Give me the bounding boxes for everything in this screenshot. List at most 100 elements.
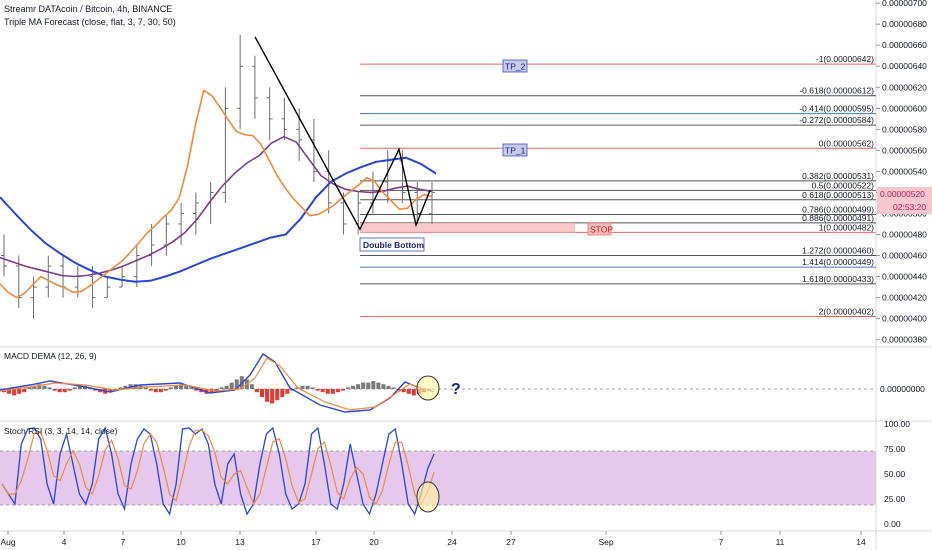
macd-histogram-bar	[285, 389, 290, 394]
stop-label[interactable]: STOP	[587, 222, 613, 236]
price-axis-tick: 0.00000600	[882, 103, 927, 113]
macd-histogram-bar	[356, 384, 361, 389]
macd-signal-line	[0, 357, 435, 411]
fib-level-label: -0.414(0.00000595)	[799, 104, 874, 114]
price-axis-tick: 0.00000680	[882, 19, 927, 29]
price-axis-tick: 0.00000540	[882, 166, 927, 176]
stoch-highlight-circle	[416, 481, 440, 513]
time-axis-tick: 20	[369, 537, 379, 547]
price-axis-tick: 0.00000620	[882, 82, 927, 92]
price-axis-tick: 0.00000580	[882, 124, 927, 134]
macd-histogram-bar	[260, 389, 265, 397]
tp2-label[interactable]: TP_2	[502, 59, 528, 73]
time-axis-tick: Sep	[598, 537, 613, 547]
macd-histogram-bar	[401, 389, 406, 393]
fib-level-label: 1.618(0.00000433)	[802, 274, 874, 284]
macd-histogram-bar	[406, 389, 411, 394]
svg-text:02:53:20: 02:53:20	[893, 202, 926, 212]
macd-histogram-bar	[189, 387, 194, 389]
price-bar	[251, 55, 258, 119]
price-bar	[163, 213, 170, 256]
macd-histogram-bar	[386, 385, 391, 389]
double-bottom-label[interactable]: Double Bottom	[359, 237, 425, 252]
stoch-title: Stoch RSI (3, 3, 14, 14, close)	[4, 426, 118, 436]
macd-histogram-bar	[219, 387, 224, 389]
macd-histogram-bar	[249, 384, 254, 389]
macd-histogram-bar	[174, 385, 179, 389]
macd-histogram-bar	[229, 382, 234, 389]
macd-histogram-bar	[335, 389, 340, 393]
macd-histogram-bar	[214, 389, 219, 391]
price-bar	[266, 87, 273, 140]
fib-level-label: -0.618(0.00000612)	[799, 86, 874, 96]
macd-histogram-bar	[7, 389, 12, 394]
price-bar	[192, 192, 199, 235]
time-axis-tick: 7	[719, 537, 724, 547]
macd-histogram-bar	[168, 387, 173, 389]
macd-histogram-bar	[179, 384, 184, 389]
macd-histogram-bar	[391, 387, 396, 389]
macd-histogram-bar	[108, 389, 113, 393]
stoch-d-line	[1, 429, 435, 506]
stoch-k-line	[1, 426, 435, 516]
price-axis-tick: 0.00000660	[882, 40, 927, 50]
price-axis-tick: 0.00000560	[882, 145, 927, 155]
fib-level-label: 0.786(0.00000499)	[802, 205, 874, 215]
macd-histogram-bar	[254, 389, 259, 393]
price-axis-tick: 0.00000440	[882, 272, 927, 282]
time-axis-tick: 24	[447, 537, 457, 547]
double-bottom-path	[254, 36, 431, 231]
stoch-rsi-pane: 100.00 75.00 50.00 25.00 0.00	[1, 419, 910, 529]
indicator-title: Triple MA Forecast (close, flat, 3, 7, 3…	[4, 17, 176, 27]
price-axis-tick: 0.00000640	[882, 61, 927, 71]
price-axis-tick: 0.00000700	[882, 0, 927, 8]
macd-histogram-bar	[305, 385, 310, 389]
fib-level-label: -1(0.00000642)	[816, 54, 874, 64]
svg-text:TP_2: TP_2	[505, 62, 526, 72]
tp1-label[interactable]: TP_1	[502, 143, 528, 157]
macd-histogram-bar	[270, 389, 275, 404]
macd-histogram-bar	[376, 382, 381, 389]
svg-text:Double Bottom: Double Bottom	[363, 240, 424, 250]
time-axis-tick: 27	[506, 537, 516, 547]
fib-level-label: 1.272(0.00000460)	[802, 246, 874, 256]
fib-level-label: 0.382(0.00000531)	[802, 171, 874, 181]
price-bar	[45, 255, 52, 298]
ma-7-line	[0, 89, 433, 299]
current-price-tag: 0.00000520 02:53:20	[877, 187, 932, 214]
fib-level-label: -0.272(0.00000584)	[799, 115, 874, 125]
macd-histogram-bar	[62, 389, 67, 393]
price-bar	[178, 202, 185, 246]
macd-histogram-bar	[118, 387, 123, 389]
ma-50-line	[0, 156, 437, 283]
macd-histogram-bar	[32, 385, 37, 389]
macd-title: MACD DEMA (12, 26, 9)	[4, 351, 97, 361]
price-axis-tick: 0.00000480	[882, 229, 927, 239]
macd-histogram-bar	[280, 389, 285, 397]
fib-level-label: 1(0.00000482)	[819, 222, 874, 232]
svg-text:STOP: STOP	[590, 225, 613, 235]
macd-histogram-bar	[315, 389, 320, 391]
macd-histogram-bar	[153, 389, 158, 393]
macd-histogram-bar	[351, 385, 356, 389]
time-axis-tick: 14	[856, 537, 866, 547]
price-axis-tick: 0.00000380	[882, 335, 927, 345]
macd-histogram-bar	[346, 387, 351, 389]
macd-highlight-circle	[416, 375, 440, 401]
macd-histogram-bar	[77, 385, 82, 389]
price-bar	[237, 34, 244, 130]
macd-histogram-bar	[42, 385, 47, 389]
stoch-axis-tick: 0.00	[884, 519, 901, 529]
macd-histogram-bar	[163, 389, 168, 391]
macd-histogram-bar	[340, 389, 345, 391]
macd-histogram-bar	[194, 389, 199, 391]
double-bottom-pattern	[254, 36, 431, 231]
price-bar	[429, 181, 435, 224]
stop-zone	[360, 222, 575, 233]
macd-histogram-bar	[148, 389, 153, 391]
ma-30-line	[0, 135, 433, 278]
fib-level-label: 0.886(0.00000491)	[802, 213, 874, 223]
stoch-axis-tick: 100.00	[884, 419, 910, 429]
macd-histogram-bar	[300, 385, 305, 389]
